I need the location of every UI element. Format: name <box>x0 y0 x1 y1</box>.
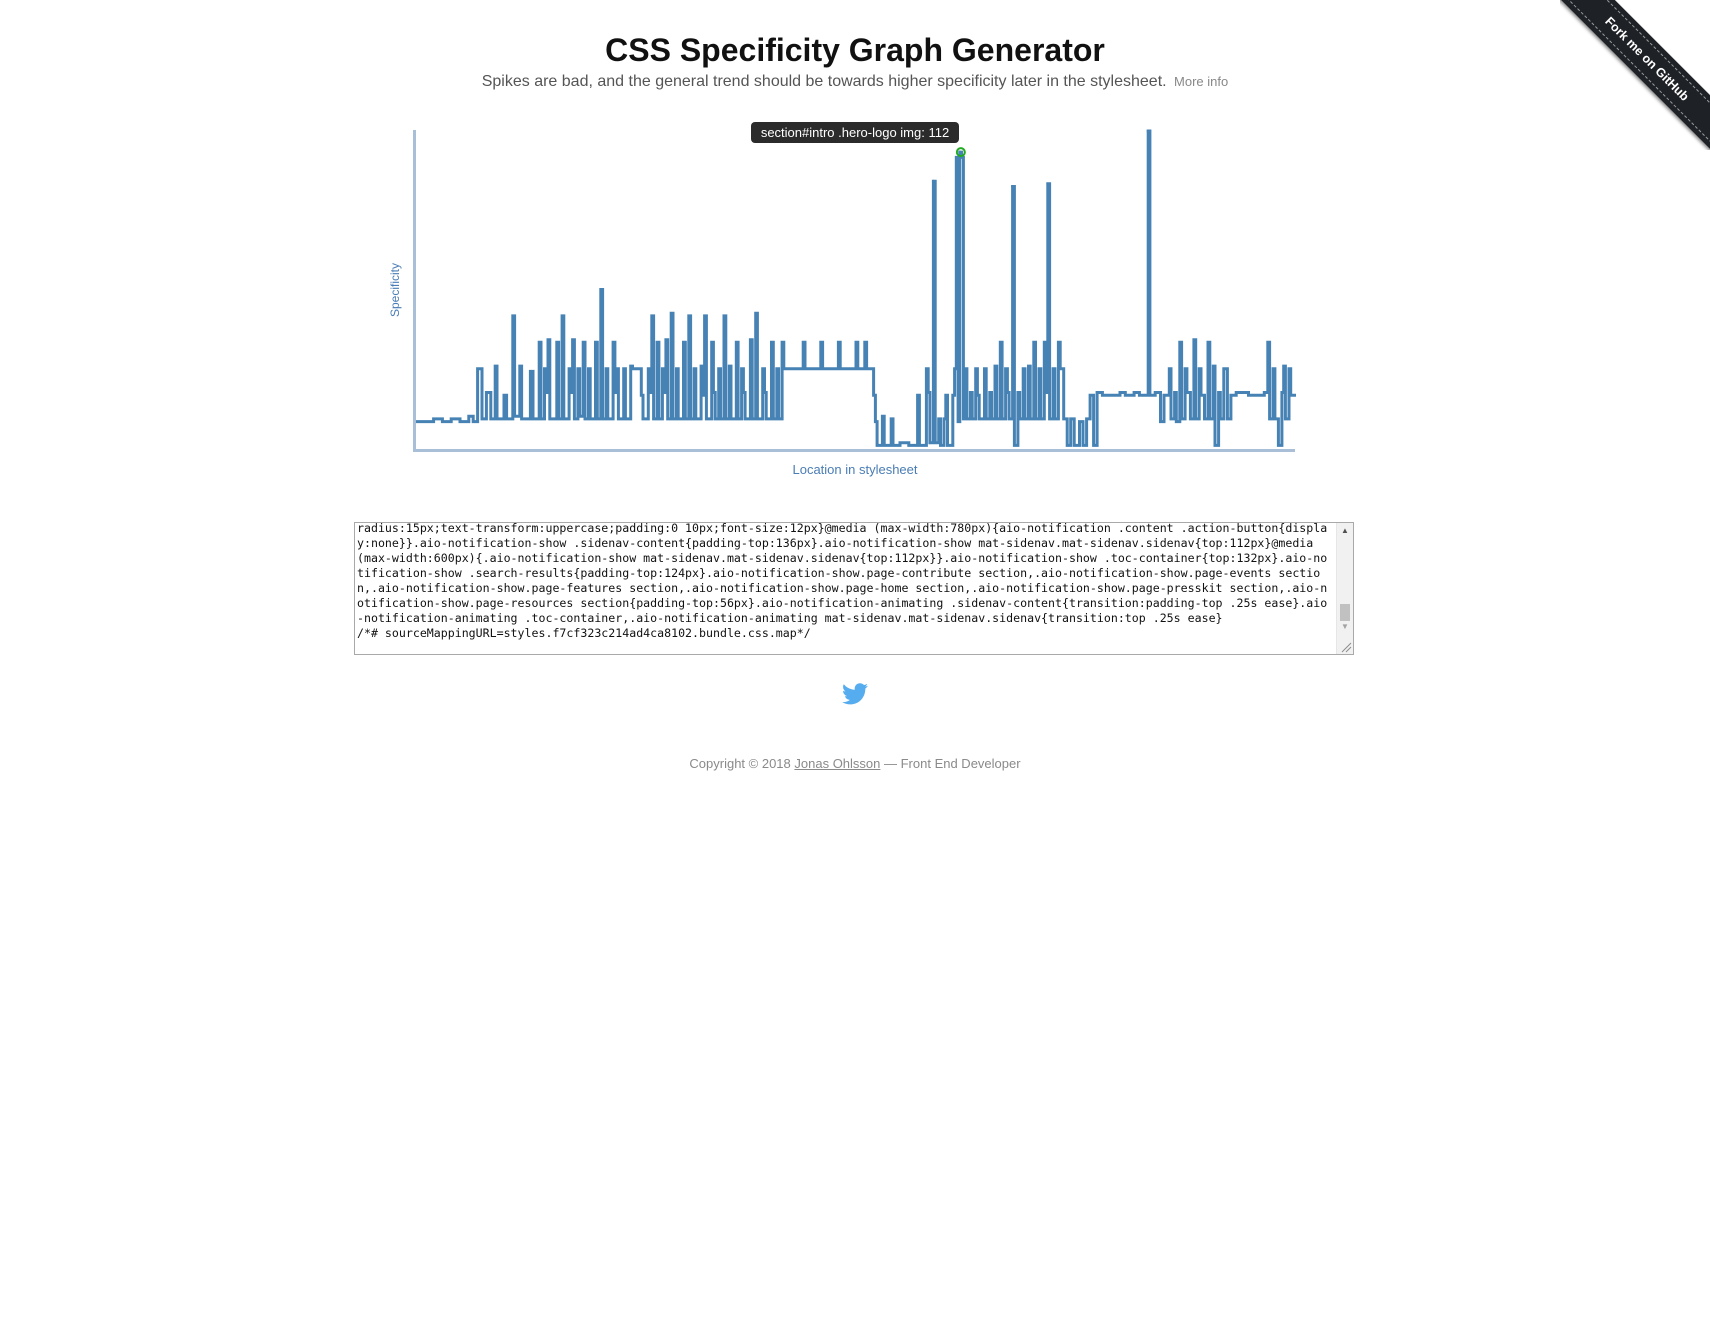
arrow-up-icon[interactable]: ▲ <box>1341 526 1349 535</box>
x-axis-label: Location in stylesheet <box>792 462 918 477</box>
page-title: CSS Specificity Graph Generator <box>605 32 1105 68</box>
scrollbar-thumb[interactable] <box>1340 604 1350 621</box>
footer-prefix: Copyright © 2018 <box>689 756 795 771</box>
resize-grip-icon[interactable] <box>1340 641 1352 653</box>
y-axis-label-text: Specificity <box>388 262 402 318</box>
spike-markers <box>931 129 1150 188</box>
footer: Copyright © 2018 Jonas Ohlsson — Front E… <box>0 756 1710 771</box>
textarea-scrollbar[interactable]: ▲ ▼ <box>1336 523 1353 654</box>
arrow-down-icon[interactable]: ▼ <box>1341 622 1349 631</box>
css-input-text[interactable]: radius:15px;text-transform:uppercase;pad… <box>357 522 1328 640</box>
spike-point[interactable] <box>1046 182 1050 186</box>
author-link[interactable]: Jonas Ohlsson <box>794 756 881 771</box>
spike-point[interactable] <box>958 150 962 154</box>
footer-suffix: — Front End Developer <box>880 756 1021 771</box>
spike-point[interactable] <box>931 179 935 183</box>
spike-point[interactable] <box>1011 184 1015 188</box>
twitter-icon[interactable] <box>842 683 868 705</box>
css-input-textarea[interactable]: radius:15px;text-transform:uppercase;pad… <box>354 522 1354 655</box>
specificity-chart <box>413 129 1296 452</box>
page-subtitle: Spikes are bad, and the general trend sh… <box>0 71 1710 93</box>
y-axis-label: Specificity <box>388 263 402 317</box>
highlighted-data-point[interactable] <box>955 147 966 158</box>
more-info-link[interactable]: More info <box>1174 74 1229 89</box>
chart-tooltip: section#intro .hero-logo img: 112 <box>751 122 959 143</box>
specificity-series-line[interactable] <box>416 129 1296 447</box>
subtitle-text: Spikes are bad, and the general trend sh… <box>481 73 1167 90</box>
spike-point[interactable] <box>1146 129 1150 133</box>
